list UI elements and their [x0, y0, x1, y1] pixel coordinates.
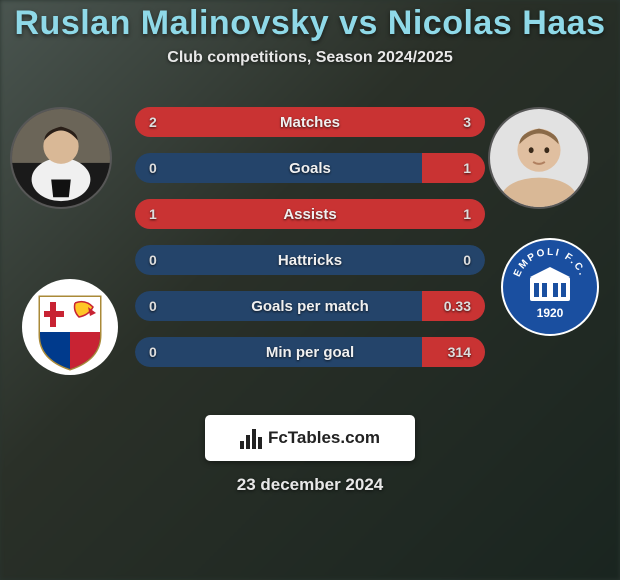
page-title: Ruslan Malinovsky vs Nicolas Haas	[0, 4, 620, 43]
player1-avatar	[10, 107, 112, 209]
player1-club-logo	[20, 277, 120, 377]
page-subtitle: Club competitions, Season 2024/2025	[0, 49, 620, 67]
stat-fill-left	[135, 107, 275, 137]
player2-avatar	[488, 107, 590, 209]
stat-fill-right	[310, 199, 485, 229]
brand-name: FcTables.com	[268, 428, 380, 448]
stat-row: 0314Min per goal	[135, 337, 485, 367]
comparison-card: Ruslan Malinovsky vs Nicolas Haas Club c…	[0, 0, 620, 580]
stat-row: 23Matches	[135, 107, 485, 137]
brand-badge: FcTables.com	[205, 415, 415, 461]
date-label: 23 december 2024	[0, 475, 620, 495]
stat-row: 00Hattricks	[135, 245, 485, 275]
stat-fill-right	[422, 153, 485, 183]
stat-fill-left	[135, 199, 310, 229]
stat-row: 01Goals	[135, 153, 485, 183]
player2-club-logo: EMPOLI F.C. 1920	[500, 237, 600, 337]
brand-logo-icon	[240, 427, 262, 449]
stat-row: 11Assists	[135, 199, 485, 229]
stat-row: 00.33Goals per match	[135, 291, 485, 321]
stat-bars: 23Matches 01Goals 11Assists 00Hattricks 00.3…	[135, 107, 485, 383]
svg-text:1920: 1920	[537, 306, 564, 320]
stat-fill-right	[422, 337, 485, 367]
stat-fill-right	[422, 291, 485, 321]
stats-area: EMPOLI F.C. 1920 23Matches 01Goals 11Assis…	[0, 97, 620, 397]
stat-fill-right	[275, 107, 485, 137]
